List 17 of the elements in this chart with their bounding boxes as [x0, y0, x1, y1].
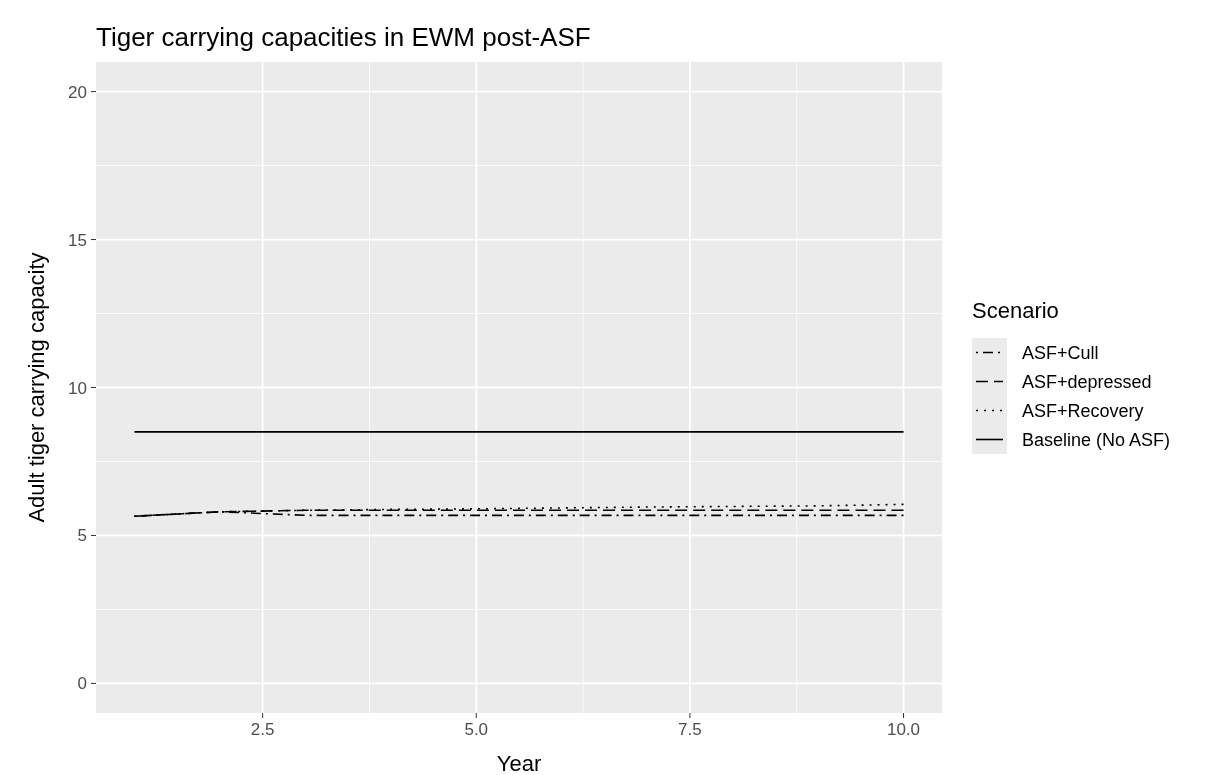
y-axis-title: Adult tiger carrying capacity — [24, 252, 49, 523]
y-tick-label: 5 — [77, 526, 87, 546]
x-tick-label: 2.5 — [250, 720, 275, 739]
legend-title: Scenario — [972, 298, 1059, 323]
y-tick-label: 20 — [68, 82, 87, 102]
legend-label: ASF+Cull — [1022, 343, 1099, 363]
y-tick-label: 15 — [68, 230, 87, 250]
y-tick-label: 0 — [77, 674, 87, 694]
legend-label: ASF+Recovery — [1022, 401, 1144, 421]
x-tick-label: 10.0 — [887, 720, 921, 739]
x-axis-title: Year — [496, 751, 542, 775]
legend-label: ASF+depressed — [1022, 372, 1152, 392]
legend-label: Baseline (No ASF) — [1022, 430, 1171, 450]
y-tick-label: 10 — [68, 378, 87, 398]
x-tick-label: 7.5 — [678, 720, 702, 739]
chart-title: Tiger carrying capacities in EWM post-ASF — [96, 22, 591, 52]
x-tick-label: 5.0 — [464, 720, 489, 739]
